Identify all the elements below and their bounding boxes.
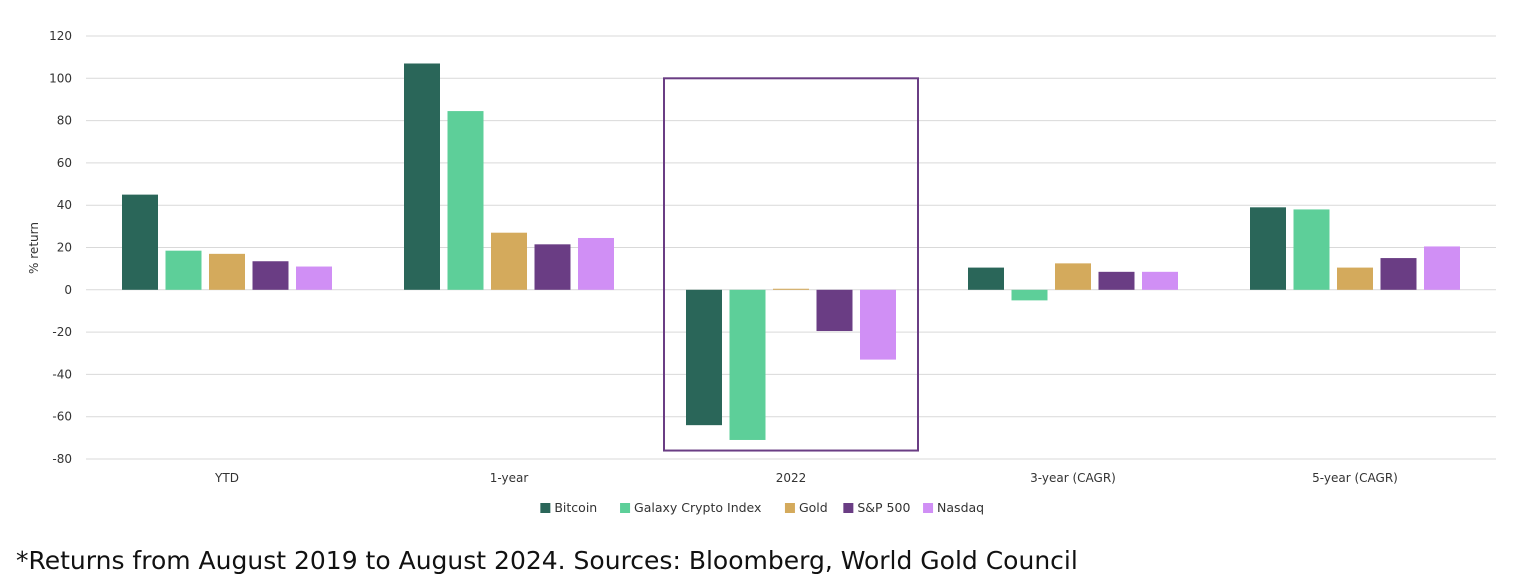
x-tick-label: 5-year (CAGR) bbox=[1312, 471, 1398, 485]
legend-swatch bbox=[923, 503, 934, 513]
bar-bitcoin-2 bbox=[686, 289, 722, 426]
bar-gold-4 bbox=[1337, 267, 1373, 290]
bar-galaxy-crypto-index-3 bbox=[1011, 289, 1048, 301]
y-tick-label: 20 bbox=[57, 241, 72, 255]
bar-s-p-500-3 bbox=[1098, 271, 1135, 290]
y-tick-label: 60 bbox=[57, 156, 72, 170]
legend-label: Galaxy Crypto Index bbox=[634, 500, 761, 515]
y-tick-label: -40 bbox=[52, 367, 72, 381]
bars bbox=[122, 63, 1460, 440]
bar-gold-1 bbox=[491, 232, 527, 290]
legend-swatch bbox=[843, 503, 854, 513]
bar-nasdaq-4 bbox=[1424, 246, 1460, 290]
legend-label: Nasdaq bbox=[937, 500, 984, 515]
bar-s-p-500-0 bbox=[252, 261, 289, 290]
bar-nasdaq-3 bbox=[1142, 271, 1178, 290]
bar-galaxy-crypto-index-0 bbox=[165, 250, 202, 290]
bar-nasdaq-2 bbox=[860, 289, 896, 360]
bar-nasdaq-0 bbox=[296, 266, 332, 290]
bar-gold-3 bbox=[1055, 263, 1091, 290]
x-axis-ticks: YTD 1-year 2022 3-year (CAGR) 5-year (CAGR) bbox=[214, 471, 1398, 485]
bar-galaxy-crypto-index-4 bbox=[1293, 209, 1330, 290]
bar-bitcoin-1 bbox=[404, 63, 440, 290]
y-tick-label: -20 bbox=[52, 325, 72, 339]
bar-s-p-500-2 bbox=[816, 289, 853, 332]
legend-swatch bbox=[784, 503, 795, 513]
bar-gold-0 bbox=[209, 253, 245, 290]
legend: Bitcoin Galaxy Crypto Index Gold S&P 500 Nas… bbox=[540, 500, 984, 515]
y-tick-label: 80 bbox=[57, 114, 72, 128]
y-tick-label: -60 bbox=[52, 410, 72, 424]
y-axis-ticks: 120 100 80 60 40 20 0 -20 -40 -60 -80 bbox=[49, 29, 72, 466]
footnote: *Returns from August 2019 to August 2024… bbox=[16, 546, 1078, 575]
x-tick-label: YTD bbox=[214, 471, 239, 485]
y-tick-label: -80 bbox=[52, 452, 72, 466]
bar-chart: 120 100 80 60 40 20 0 -20 -40 -60 -80 % return YTD… bbox=[27, 29, 1496, 515]
legend-label: S&P 500 bbox=[857, 500, 910, 515]
bar-bitcoin-3 bbox=[968, 267, 1004, 290]
x-tick-label: 2022 bbox=[776, 471, 807, 485]
highlight-box-2022 bbox=[663, 77, 919, 452]
bar-bitcoin-0 bbox=[122, 194, 158, 290]
y-tick-label: 100 bbox=[49, 71, 72, 85]
legend-label: Bitcoin bbox=[554, 500, 597, 515]
y-axis-label: % return bbox=[27, 222, 41, 274]
legend-swatch bbox=[540, 503, 551, 513]
y-tick-label: 0 bbox=[64, 283, 72, 297]
bar-bitcoin-4 bbox=[1250, 207, 1286, 290]
y-tick-label: 120 bbox=[49, 29, 72, 43]
bar-galaxy-crypto-index-1 bbox=[447, 111, 484, 290]
x-tick-label: 1-year bbox=[490, 471, 529, 485]
legend-label: Gold bbox=[799, 500, 828, 515]
bar-s-p-500-4 bbox=[1380, 258, 1417, 290]
bar-galaxy-crypto-index-2 bbox=[729, 289, 766, 440]
y-tick-label: 40 bbox=[57, 198, 72, 212]
x-tick-label: 3-year (CAGR) bbox=[1030, 471, 1116, 485]
bar-s-p-500-1 bbox=[534, 244, 571, 290]
legend-swatch bbox=[620, 503, 631, 513]
bar-gold-2 bbox=[773, 288, 809, 290]
bar-nasdaq-1 bbox=[578, 237, 614, 290]
